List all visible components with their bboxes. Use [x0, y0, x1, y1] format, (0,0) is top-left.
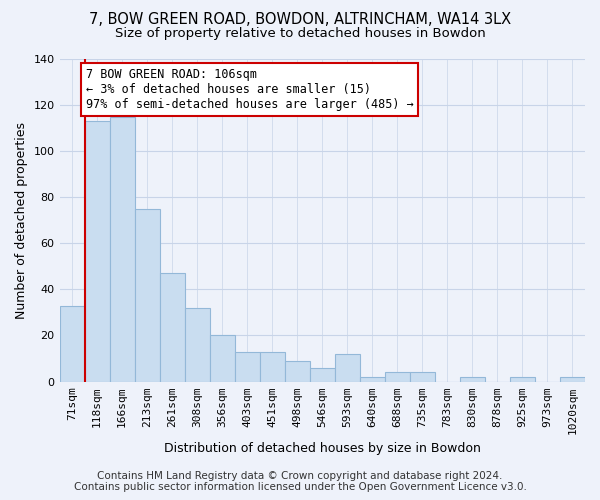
Bar	[460, 377, 485, 382]
Bar	[410, 372, 435, 382]
Bar	[560, 377, 585, 382]
Bar	[235, 352, 260, 382]
Bar	[360, 377, 385, 382]
Y-axis label: Number of detached properties: Number of detached properties	[15, 122, 28, 319]
Bar	[209, 336, 235, 382]
Bar	[160, 274, 185, 382]
Bar	[335, 354, 360, 382]
Text: Contains HM Land Registry data © Crown copyright and database right 2024.
Contai: Contains HM Land Registry data © Crown c…	[74, 471, 526, 492]
X-axis label: Distribution of detached houses by size in Bowdon: Distribution of detached houses by size …	[164, 442, 481, 455]
Bar	[310, 368, 335, 382]
Bar	[510, 377, 535, 382]
Bar	[110, 116, 134, 382]
Bar	[385, 372, 410, 382]
Bar	[260, 352, 285, 382]
Text: Size of property relative to detached houses in Bowdon: Size of property relative to detached ho…	[115, 28, 485, 40]
Text: 7, BOW GREEN ROAD, BOWDON, ALTRINCHAM, WA14 3LX: 7, BOW GREEN ROAD, BOWDON, ALTRINCHAM, W…	[89, 12, 511, 28]
Bar	[134, 209, 160, 382]
Bar	[59, 306, 85, 382]
Bar	[285, 361, 310, 382]
Bar	[185, 308, 209, 382]
Text: 7 BOW GREEN ROAD: 106sqm
← 3% of detached houses are smaller (15)
97% of semi-de: 7 BOW GREEN ROAD: 106sqm ← 3% of detache…	[86, 68, 413, 111]
Bar	[85, 121, 110, 382]
